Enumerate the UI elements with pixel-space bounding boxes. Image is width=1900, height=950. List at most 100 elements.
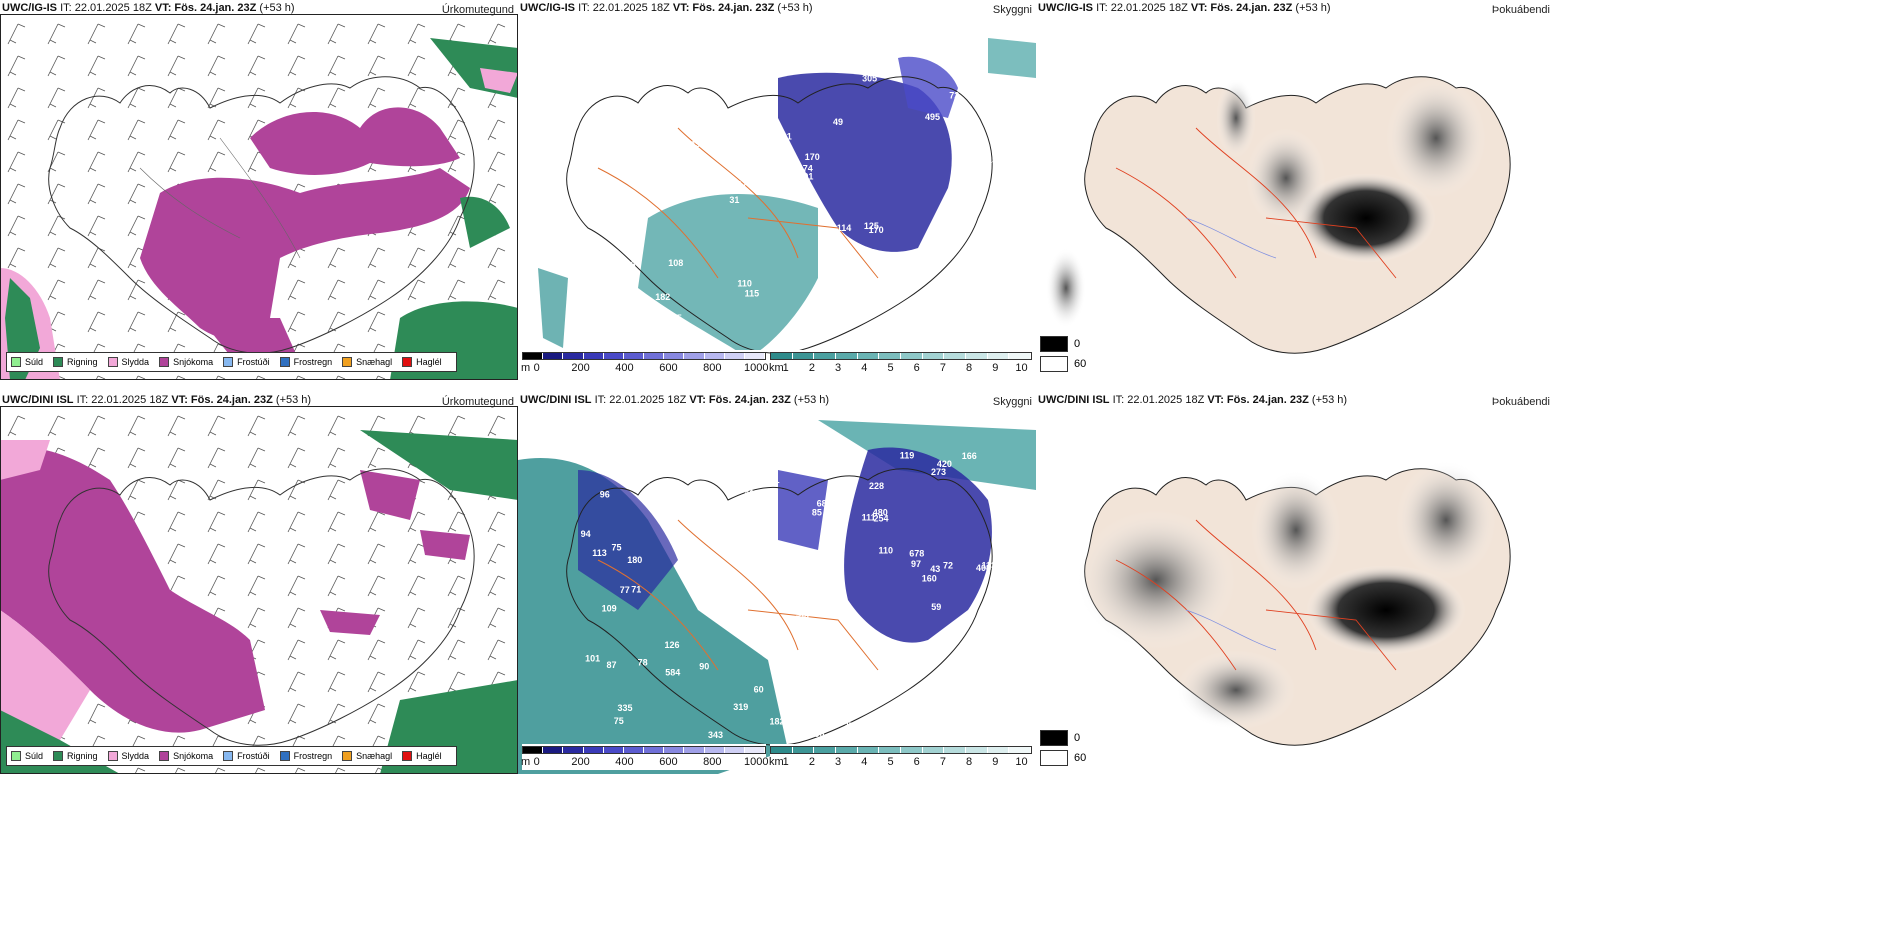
colorbar-tick: 1000	[743, 362, 769, 374]
visibility-value-label: 86	[607, 164, 617, 174]
colorbar-segment	[603, 353, 624, 359]
panel-header: UWC/IG-IS IT: 22.01.2025 18Z VT: Fös. 24…	[1038, 2, 1331, 14]
visibility-value-label: 60	[754, 685, 764, 695]
panel-title: Þokuábendi	[1491, 4, 1550, 16]
legend-swatch	[223, 751, 234, 761]
legend-label: Slydda	[121, 751, 150, 761]
colorbar-tick: 600	[659, 362, 678, 374]
legend-item: Súld	[11, 357, 43, 367]
fog-map[interactable]	[1036, 18, 1554, 380]
visibility-value-label: 96	[815, 729, 825, 739]
colorbar-segment	[563, 353, 584, 359]
legend-swatch	[223, 357, 234, 367]
precip-map[interactable]	[0, 18, 518, 380]
panel-title: Skyggni	[992, 4, 1032, 16]
visibility-value-label: 155	[666, 104, 681, 114]
visibility-value-label: 75	[612, 543, 622, 553]
legend-item: Haglél	[402, 357, 442, 367]
visibility-value-label: 66	[609, 266, 619, 276]
fog-legend-swatch	[1040, 750, 1068, 766]
colorbar-unit: km	[769, 756, 784, 768]
visibility-value-label: 167	[594, 323, 609, 333]
visibility-value-label: 480	[873, 507, 888, 517]
visibility-value-label: 192	[800, 551, 815, 561]
panel-header: UWC/DINI ISL IT: 22.01.2025 18Z VT: Fös.…	[2, 394, 312, 406]
legend-label: Súld	[25, 751, 44, 761]
colorbar-unit: km	[769, 362, 784, 374]
colorbar-segment	[944, 747, 967, 753]
panel-title: Úrkomutegund	[441, 4, 514, 16]
colorbar-tick: 800	[703, 362, 722, 374]
visibility-value-label: 70	[785, 333, 795, 343]
visibility-value-label: 177	[737, 179, 752, 189]
colorbar-segment	[664, 747, 685, 753]
visibility-value-label: 186	[621, 260, 636, 270]
snow-area	[140, 168, 470, 339]
colorbar-tick: 7	[939, 756, 946, 768]
visibility-value-label: 133	[949, 130, 964, 140]
colorbar-segment	[901, 353, 923, 359]
legend-swatch	[53, 751, 64, 761]
colorbar-tick: 6	[913, 756, 920, 768]
legend-swatch	[11, 357, 21, 367]
visibility-value-label: 125	[864, 221, 879, 231]
legend-label: Haglél	[416, 751, 442, 761]
colorbar-tick: 6	[913, 362, 920, 374]
colorbar-tick: 400	[615, 362, 634, 374]
fog-map[interactable]	[1036, 410, 1554, 774]
colorbar-segment	[523, 353, 544, 359]
colorbar-tick: 0	[533, 362, 540, 374]
colorbar-segment	[583, 747, 604, 753]
visibility-value-label: 109	[602, 603, 617, 613]
visibility-map[interactable]: 321 86 72 31 49 122 81 91 186 202 206 182 146 170 170 1…	[518, 18, 1036, 380]
legend-swatch	[342, 357, 353, 367]
colorbar-segment	[792, 747, 815, 753]
colorbar-segment	[704, 353, 725, 359]
rain-area	[360, 430, 518, 500]
visibility-value-label: 31	[729, 195, 739, 205]
colorbar-segment	[922, 353, 945, 359]
visibility-map[interactable]: 597 228 408 65 58 71 96 111 109 85 104 75 78 103 83 96 6…	[518, 410, 1036, 774]
coastline	[566, 468, 993, 746]
visibility-value-label: 103	[702, 598, 717, 608]
legend-label: Frostúði	[237, 751, 270, 761]
sleet-area	[0, 440, 50, 480]
visibility-value-label: 65	[748, 598, 758, 608]
visibility-value-label: 400	[773, 559, 788, 569]
colorbar-segment	[543, 353, 564, 359]
visibility-value-label: 110	[879, 545, 894, 555]
legend-label: Snæhagl	[356, 357, 393, 367]
colorbar-segment	[724, 747, 745, 753]
visibility-value-label: 58	[799, 611, 809, 621]
colorbar-segment	[523, 747, 544, 753]
legend-item: Frostúði	[223, 357, 270, 367]
panel-visibility-igis: UWC/IG-IS IT: 22.01.2025 18Z VT: Fös. 24…	[518, 0, 1036, 380]
visibility-value-label: 180	[627, 555, 642, 565]
legend-item: Frostúði	[223, 751, 270, 761]
colorbar-segment	[543, 747, 564, 753]
precip-map-svg	[0, 18, 518, 380]
legend-label: Snæhagl	[356, 751, 393, 761]
fog-legend-swatch	[1040, 730, 1068, 746]
colorbar-tick: 8	[966, 756, 973, 768]
precip-map[interactable]	[0, 410, 518, 774]
height-colorbar: m 0 200 400 600 800 1000	[521, 350, 769, 376]
colorbar-tick: 0	[533, 756, 540, 768]
colorbar-tick: 4	[861, 362, 868, 374]
legend-item: Snæhagl	[342, 357, 392, 367]
legend-item: Snjókoma	[159, 751, 213, 761]
colorbar-segment	[944, 353, 967, 359]
visibility-value-label: 505	[667, 313, 682, 323]
panel-fog-dini: UWC/DINI ISL IT: 22.01.2025 18Z VT: Fös.…	[1036, 392, 1554, 774]
legend-item: Frostregn	[279, 357, 332, 367]
colorbar-tick: 1	[782, 362, 789, 374]
visibility-value-label: 59	[931, 602, 941, 612]
legend-item: Rigning	[53, 357, 98, 367]
visibility-value-label: 97	[911, 559, 921, 569]
legend-item: Frostregn	[279, 751, 332, 761]
visibility-value-label: 202	[702, 137, 717, 147]
colorbar-segment	[724, 353, 745, 359]
legend-item: Snæhagl	[342, 751, 392, 761]
visibility-value-label: 146	[751, 104, 766, 114]
